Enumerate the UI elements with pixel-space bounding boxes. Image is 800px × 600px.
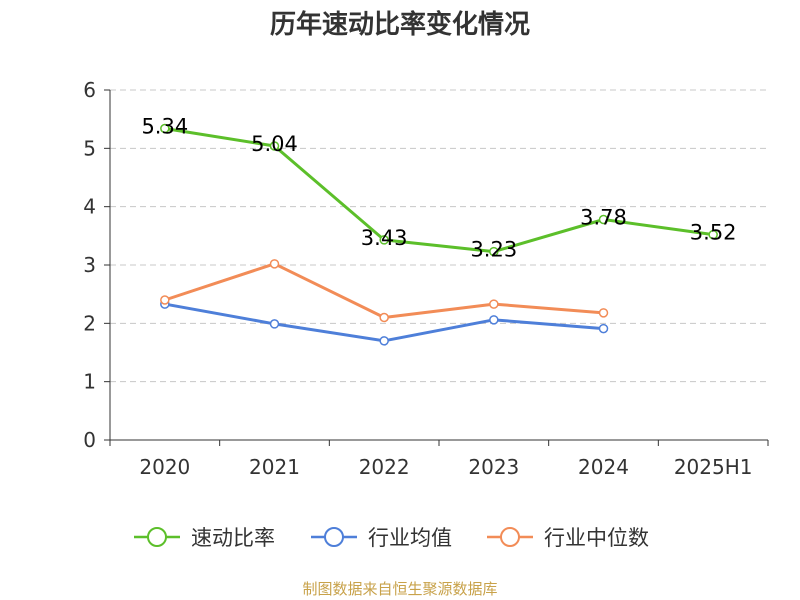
legend-label-industry-median: 行业中位数 [544, 526, 649, 550]
x-tick-label: 2022 [359, 455, 410, 479]
data-point-quick-ratio [708, 229, 718, 240]
data-point-quick-ratio [379, 235, 389, 245]
series-line-industry-mean [164, 302, 604, 343]
data-label: 3.43 [361, 226, 408, 250]
data-label: 5.04 [251, 132, 298, 156]
data-point-quick-ratio [598, 214, 609, 225]
series-line-quick-ratio [164, 127, 714, 254]
legend-label-industry-mean: 行业均值 [368, 526, 452, 550]
data-point-quick-ratio [269, 141, 280, 151]
data-label: 5.34 [141, 115, 188, 139]
data-point-industry-mean [598, 323, 609, 334]
x-tick-label: 2020 [139, 455, 190, 479]
data-point-industry-median [379, 312, 389, 323]
y-tick-label: 3 [83, 253, 96, 277]
data-point-industry-median [489, 299, 499, 309]
data-point-quick-ratio [489, 246, 499, 257]
source-note: 制图数据来自恒生聚源数据库 [302, 580, 498, 598]
data-point-quick-ratio [160, 123, 170, 134]
y-tick-label: 4 [83, 195, 96, 219]
x-tick-label: 2021 [249, 455, 300, 479]
data-point-industry-median [160, 295, 170, 305]
data-point-industry-mean [379, 336, 389, 346]
legend-marker [500, 527, 520, 547]
y-tick-label: 1 [83, 370, 96, 394]
y-tick-label: 2 [83, 311, 96, 335]
y-tick-label: 0 [83, 428, 96, 452]
y-tick-label: 6 [83, 78, 96, 102]
legend-marker [147, 527, 167, 547]
x-tick-label: 2025H1 [674, 455, 753, 479]
data-label: 3.78 [580, 206, 627, 230]
x-tick-label: 2024 [578, 455, 629, 479]
data-point-industry-mean [489, 315, 499, 325]
series-line-industry-median [164, 262, 604, 319]
data-point-industry-median [598, 308, 609, 318]
legend-marker [324, 527, 344, 547]
x-tick-label: 2023 [468, 455, 519, 479]
y-tick-label: 5 [83, 136, 96, 160]
legend-label-quick-ratio: 速动比率 [191, 526, 275, 550]
data-label: 3.23 [470, 238, 517, 262]
chart-title: 历年速动比率变化情况 [269, 10, 530, 40]
data-point-industry-median [269, 259, 280, 269]
data-point-industry-mean [269, 319, 280, 329]
data-label: 3.52 [690, 221, 737, 245]
